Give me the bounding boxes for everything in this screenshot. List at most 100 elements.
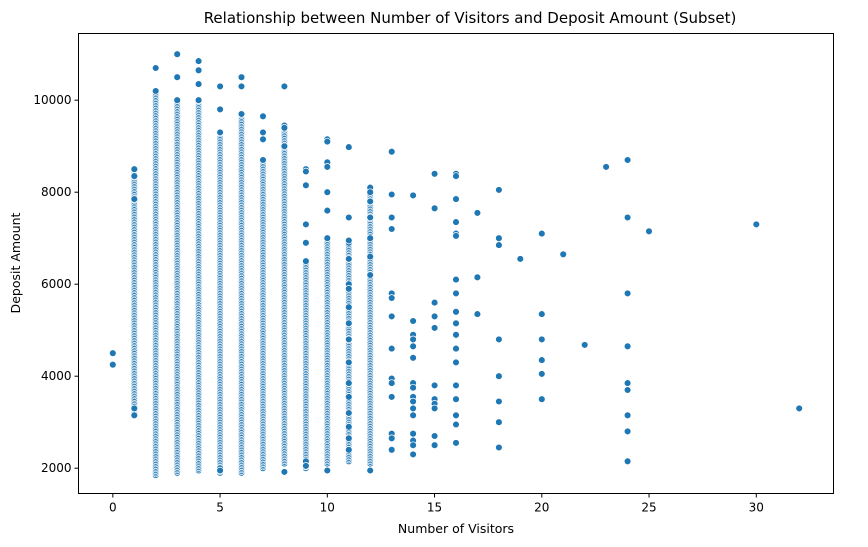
data-point [452,232,460,240]
data-point [495,397,503,406]
data-point [302,167,310,176]
y-tick-label: 8000 [41,185,72,199]
data-point [623,213,632,222]
data-point [452,420,460,429]
data-point [495,443,503,452]
data-point [452,344,460,353]
data-point [623,289,632,298]
data-point [452,358,460,367]
data-point [345,434,353,443]
data-point [387,312,396,321]
data-point [366,197,374,206]
data-point [302,181,310,190]
data-point [345,358,353,367]
data-point [323,234,332,242]
data-point [409,383,417,392]
data-point [387,446,396,454]
data-point [280,124,289,132]
x-tick-label: 15 [427,501,442,515]
data-point [430,324,439,332]
data-point [495,241,503,249]
data-point [645,227,653,236]
data-point [538,310,546,318]
y-axis-label: Deposit Amount [8,212,23,313]
data-point [473,310,482,318]
data-point [452,172,460,180]
x-tick-label: 0 [109,501,117,515]
data-point [387,190,396,199]
data-point [302,220,310,229]
data-point [430,312,439,321]
data-point [430,441,439,449]
data-point [452,395,460,403]
axis-ticks: 0 5 10 15 20 25 30 2000 4000 6000 8000 10000 [33,93,764,514]
data-point [216,466,224,475]
data-point [580,341,589,349]
data-point [495,335,503,344]
data-point [752,220,761,229]
data-point [538,370,546,378]
data-point [259,112,267,121]
data-point [623,386,632,394]
y-tick-label: 6000 [41,277,72,291]
data-point [387,294,396,302]
data-point [345,255,353,263]
data-point [387,225,396,233]
chart-title: Relationship between Number of Visitors … [204,9,737,27]
data-point [602,163,610,171]
data-point [623,411,632,420]
x-axis-label: Number of Visitors [398,521,514,536]
data-point [345,236,353,245]
x-tick-label: 30 [749,501,764,515]
data-point [452,195,460,203]
data-point [623,342,632,351]
data-point [194,57,203,65]
data-point [259,128,267,137]
data-point [194,66,203,75]
data-point [323,466,332,475]
data-point [130,172,139,180]
data-point [345,335,353,344]
data-point [795,404,803,413]
data-point [130,404,139,413]
y-tick-label: 2000 [41,461,72,475]
data-point [259,135,267,144]
data-point [538,356,546,364]
data-point [323,206,332,215]
data-point [538,335,546,344]
x-tick-label: 25 [641,501,656,515]
data-point [345,319,353,328]
data-point [495,234,503,242]
data-point [452,319,460,328]
data-point [323,137,332,146]
data-point [173,96,181,104]
y-tick-label: 10000 [33,93,71,107]
data-point [173,73,181,81]
data-point [430,298,439,307]
data-point [345,213,353,222]
data-point [495,418,503,426]
data-point [409,404,417,413]
data-point [280,142,289,150]
data-point [259,156,267,164]
data-point [430,432,439,440]
data-point [280,82,289,91]
data-point [345,393,353,401]
data-point [409,191,417,200]
data-point [366,252,374,261]
data-point [130,195,139,203]
data-point [151,64,160,72]
data-point [366,213,374,222]
data-point [280,468,289,476]
data-point [366,271,374,279]
data-point [623,379,632,387]
data-point [409,429,417,438]
data-point [452,289,460,298]
data-point [302,257,310,265]
y-tick-label: 4000 [41,369,72,383]
data-points [109,50,803,479]
data-point [323,163,332,171]
data-point [216,82,224,91]
data-point [387,434,396,443]
